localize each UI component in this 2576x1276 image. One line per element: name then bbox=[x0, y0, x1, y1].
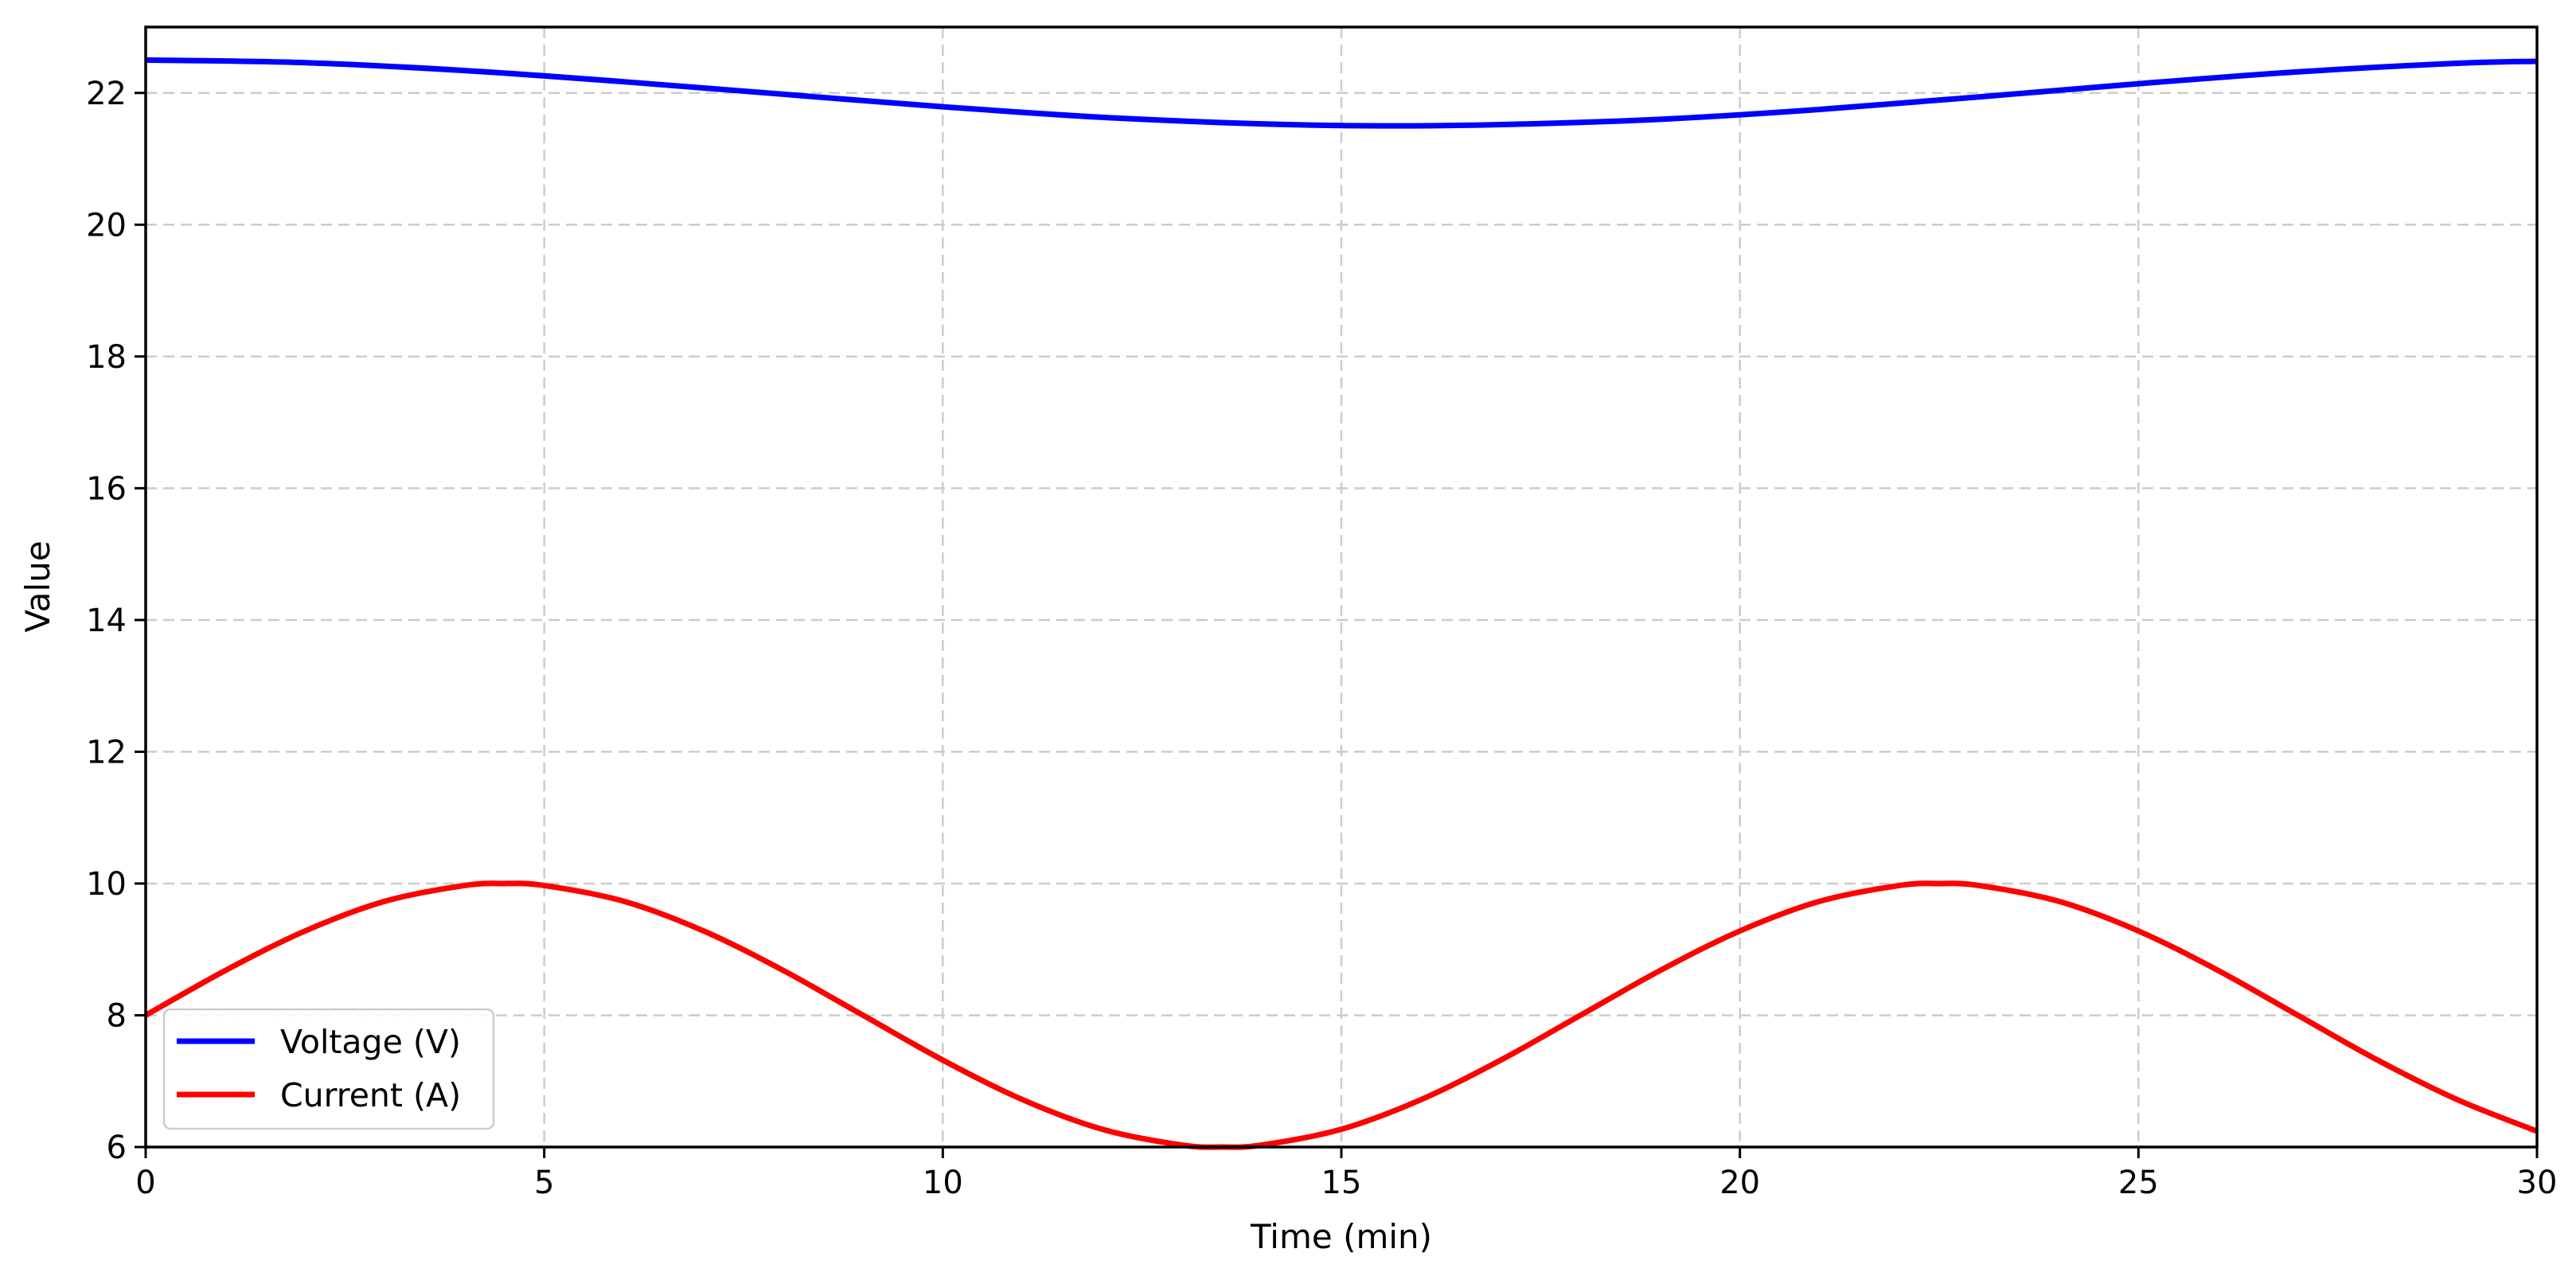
x-tick-label-30: 30 bbox=[2517, 1165, 2558, 1201]
y-tick-label-20: 20 bbox=[86, 207, 127, 244]
y-tick-label-10: 10 bbox=[86, 866, 127, 903]
x-axis-label: Time (min) bbox=[1250, 1217, 1432, 1256]
axis-ticks: 0 5 10 15 20 25 30 6 8 10 12 14 16 18 20 22 bbox=[86, 76, 2557, 1201]
x-tick-label-20: 20 bbox=[1719, 1165, 1760, 1201]
x-tick-label-5: 5 bbox=[534, 1165, 554, 1201]
legend: Voltage (V) Current (A) bbox=[162, 1008, 495, 1130]
series-line-current bbox=[144, 880, 2539, 1150]
x-tick-label-25: 25 bbox=[2118, 1165, 2159, 1201]
y-tick-label-8: 8 bbox=[107, 997, 127, 1034]
y-tick-label-6: 6 bbox=[107, 1130, 127, 1166]
x-tick-label-0: 0 bbox=[135, 1165, 155, 1201]
y-tick-label-18: 18 bbox=[86, 339, 127, 376]
legend-label-current: Current (A) bbox=[280, 1076, 461, 1114]
grid bbox=[144, 27, 2539, 1149]
x-tick-label-15: 15 bbox=[1321, 1165, 1362, 1201]
legend-label-voltage: Voltage (V) bbox=[280, 1023, 461, 1061]
y-tick-label-12: 12 bbox=[86, 734, 127, 771]
series-layer bbox=[144, 57, 2539, 1150]
y-tick-label-14: 14 bbox=[86, 603, 127, 639]
x-tick-label-10: 10 bbox=[923, 1165, 963, 1201]
series-line-voltage bbox=[145, 57, 2538, 129]
y-tick-label-22: 22 bbox=[86, 76, 127, 112]
y-axis-label: Value bbox=[18, 540, 57, 632]
y-tick-label-16: 16 bbox=[86, 470, 127, 507]
